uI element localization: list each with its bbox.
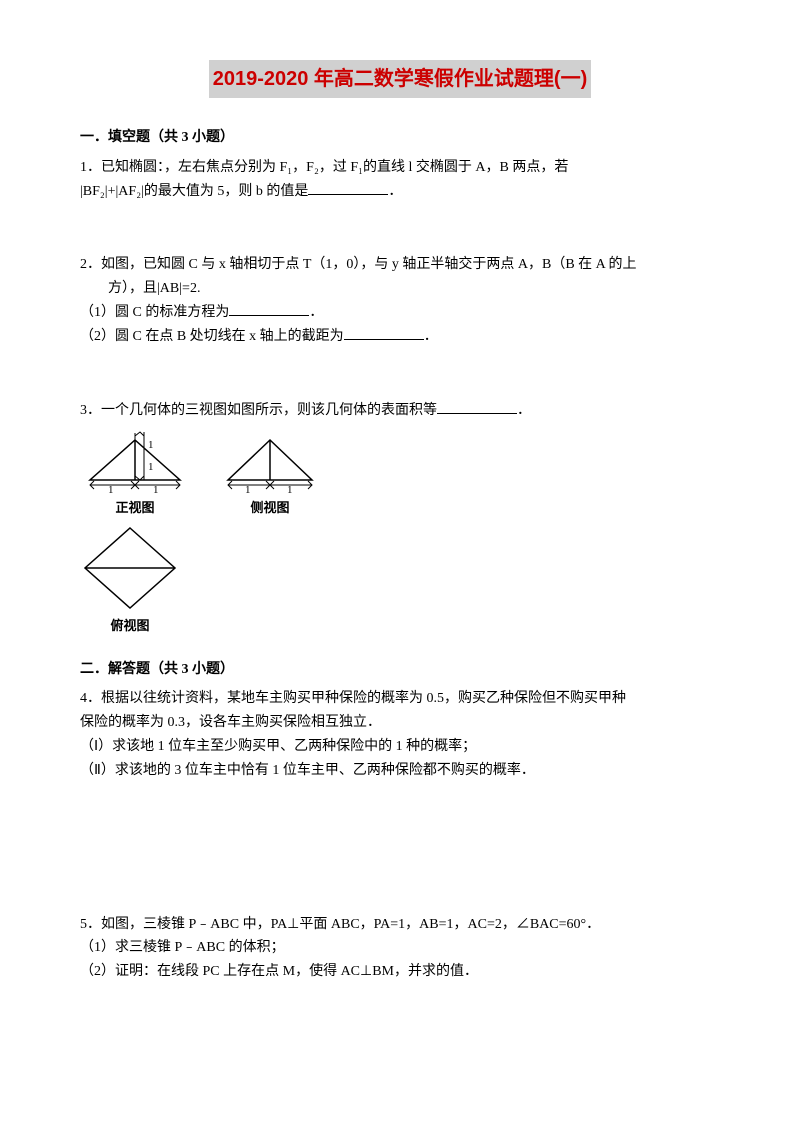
q5-part2: （2）证明：在线段 PC 上存在点 M，使得 AC⊥BM，并求的值． bbox=[80, 960, 720, 984]
q4-part2: （Ⅱ）求该地的 3 位车主中恰有 1 位车主甲、乙两种保险都不购买的概率． bbox=[80, 759, 720, 783]
top-view-svg bbox=[80, 523, 180, 613]
q5-line1: 5．如图，三棱锥 P﹣ABC 中，PA⊥平面 ABC，PA=1，AB=1，AC=… bbox=[80, 913, 720, 937]
q3-post: ． bbox=[517, 403, 531, 418]
q2-blank2 bbox=[344, 326, 424, 340]
q2-line2: 方），且|AB|=2. bbox=[80, 277, 720, 301]
q2-part1-post: ． bbox=[309, 305, 323, 320]
q5-part1: （1）求三棱锥 P﹣ABC 的体积； bbox=[80, 936, 720, 960]
svg-text:1: 1 bbox=[148, 439, 154, 451]
section2-header: 二．解答题（共 3 小题） bbox=[80, 658, 720, 682]
q2-part2-pre: （2）圆 C 在点 B 处切线在 x 轴上的截距为 bbox=[80, 329, 344, 344]
q2-part1-pre: （1）圆 C 的标准方程为 bbox=[80, 305, 229, 320]
q3-blank bbox=[437, 400, 517, 414]
svg-text:1: 1 bbox=[153, 484, 159, 495]
q4-line2: 保险的概率为 0.3，设各车主购买保险相互独立． bbox=[80, 711, 720, 735]
q3-text: 3．一个几何体的三视图如图所示，则该几何体的表面积等 bbox=[80, 403, 437, 418]
q3-figures: 1 1 1 1 正视图 bbox=[80, 430, 720, 637]
q2-part2: （2）圆 C 在点 B 处切线在 x 轴上的截距为 ． bbox=[80, 325, 720, 349]
side-view-label: 侧视图 bbox=[250, 497, 289, 519]
q1-blank bbox=[308, 181, 388, 195]
q2-blank1 bbox=[229, 302, 309, 316]
question-4: 4．根据以往统计资料，某地车主购买甲种保险的概率为 0.5，购买乙种保险但不购买… bbox=[80, 687, 720, 782]
front-view-block: 1 1 1 1 正视图 bbox=[80, 430, 190, 519]
section1-header: 一．填空题（共 3 小题） bbox=[80, 126, 720, 150]
q4-line1: 4．根据以往统计资料，某地车主购买甲种保险的概率为 0.5，购买乙种保险但不购买… bbox=[80, 687, 720, 711]
q2-line1: 2．如图，已知圆 C 与 x 轴相切于点 T（1，0），与 y 轴正半轴交于两点… bbox=[80, 253, 720, 277]
svg-text:1: 1 bbox=[108, 484, 114, 495]
q1-line2: |BF₂|+|AF₂|的最大值为 5，则 b 的值是 bbox=[80, 184, 308, 199]
q2-part1: （1）圆 C 的标准方程为 ． bbox=[80, 301, 720, 325]
question-5: 5．如图，三棱锥 P﹣ABC 中，PA⊥平面 ABC，PA=1，AB=1，AC=… bbox=[80, 913, 720, 984]
q4-part1: （Ⅰ）求该地 1 位车主至少购买甲、乙两种保险中的 1 种的概率； bbox=[80, 735, 720, 759]
top-view-block: 俯视图 bbox=[80, 523, 180, 637]
q1-line2-end: ． bbox=[388, 184, 402, 199]
front-view-label: 正视图 bbox=[115, 497, 154, 519]
question-1: 1．已知椭圆：，左右焦点分别为 F₁，F₂，过 F₁的直线 l 交椭圆于 A，B… bbox=[80, 156, 720, 204]
q1-line1: 1．已知椭圆：，左右焦点分别为 F₁，F₂，过 F₁的直线 l 交椭圆于 A，B… bbox=[80, 156, 720, 180]
question-2: 2．如图，已知圆 C 与 x 轴相切于点 T（1，0），与 y 轴正半轴交于两点… bbox=[80, 253, 720, 348]
svg-text:1: 1 bbox=[245, 484, 251, 495]
svg-text:1: 1 bbox=[148, 461, 154, 473]
q1-line2-wrap: |BF₂|+|AF₂|的最大值为 5，则 b 的值是 ． bbox=[80, 180, 720, 204]
svg-text:1: 1 bbox=[287, 484, 293, 495]
side-view-block: 1 1 侧视图 bbox=[220, 430, 320, 519]
side-view-svg: 1 1 bbox=[220, 430, 320, 495]
front-view-svg: 1 1 1 1 bbox=[80, 430, 190, 495]
question-3: 3．一个几何体的三视图如图所示，则该几何体的表面积等 ． 1 1 bbox=[80, 399, 720, 638]
q2-part2-post: ． bbox=[424, 329, 438, 344]
doc-title: 2019-2020 年高二数学寒假作业试题理(一) bbox=[209, 60, 592, 98]
top-view-label: 俯视图 bbox=[110, 615, 149, 637]
q3-text-wrap: 3．一个几何体的三视图如图所示，则该几何体的表面积等 ． bbox=[80, 399, 720, 423]
